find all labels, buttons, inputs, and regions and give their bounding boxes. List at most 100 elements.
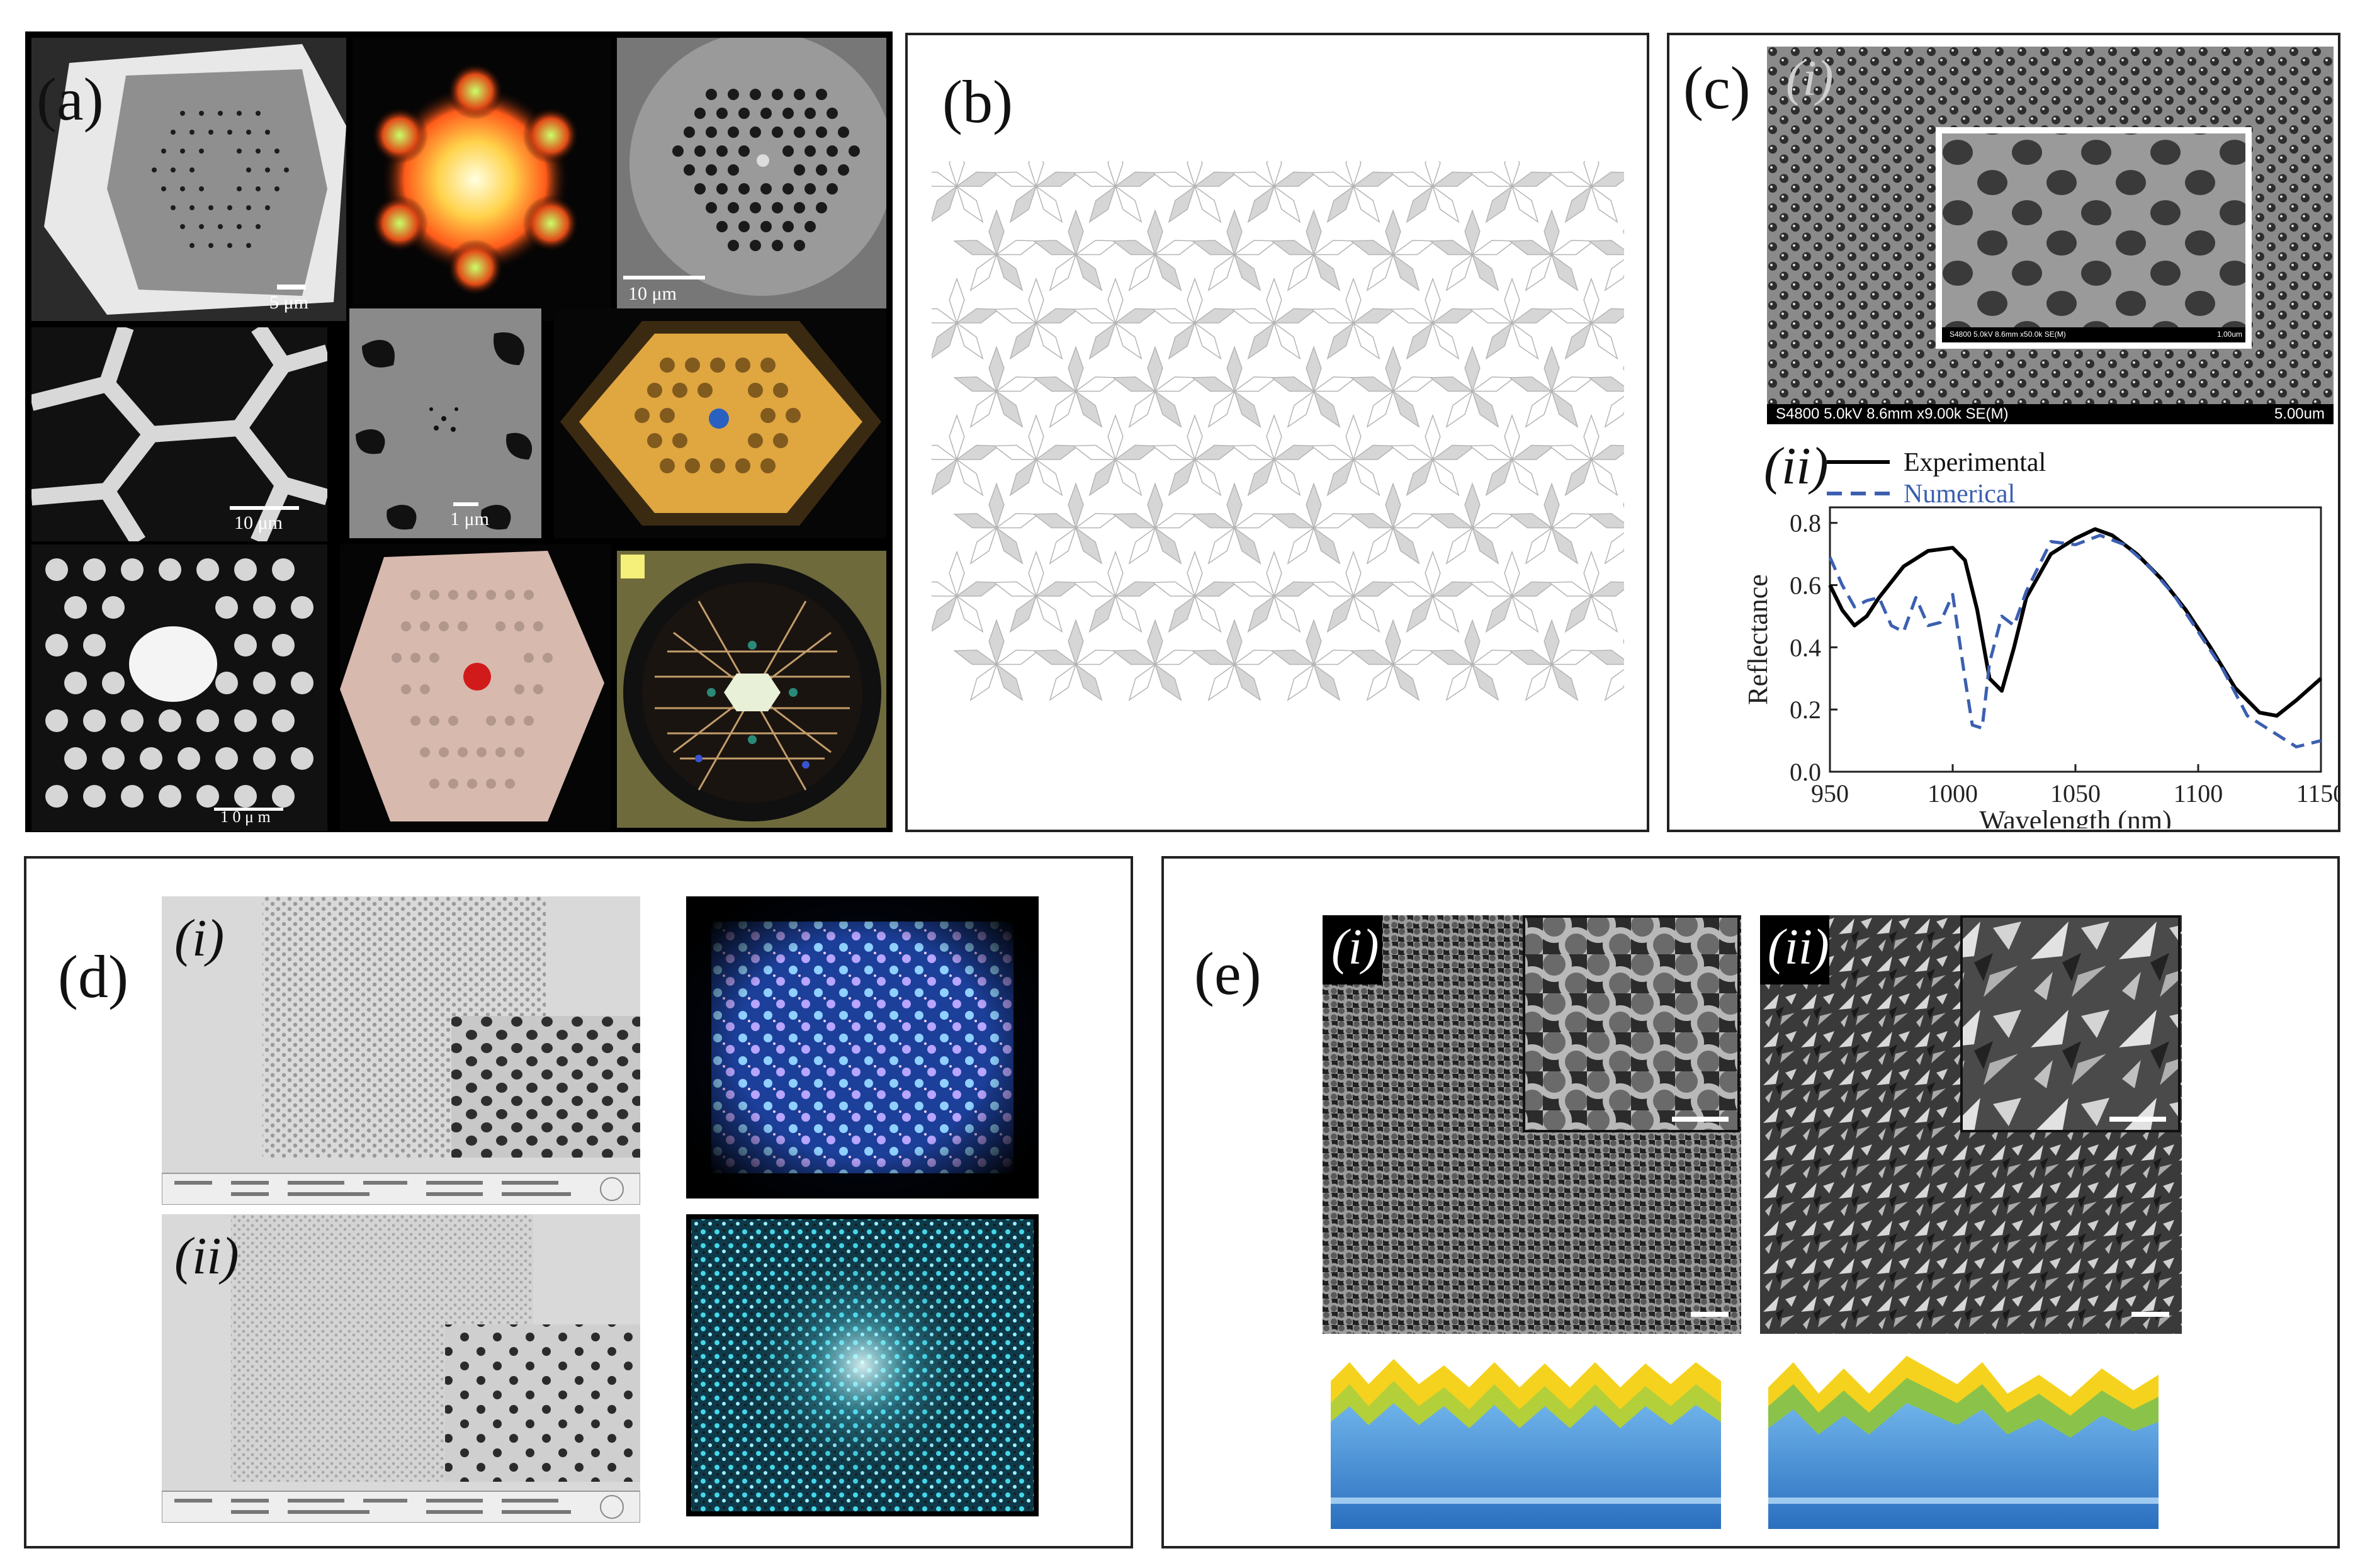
diffraction-image-d-i bbox=[686, 896, 1039, 1199]
x-tick-label: 1000 bbox=[1928, 779, 1978, 808]
rhombus-tile bbox=[1310, 171, 1355, 187]
rhombus-tile bbox=[993, 308, 1038, 324]
inset-info-bar: S4800 5.0kV 8.6mm x50.0k SE(M) bbox=[1950, 330, 2066, 339]
rhombus-tile bbox=[1306, 209, 1322, 256]
rhombus-tile bbox=[1273, 595, 1301, 633]
rhombus-tile bbox=[1366, 526, 1394, 565]
rhombus-tile bbox=[1511, 322, 1539, 360]
rhombus-tile bbox=[1550, 650, 1595, 665]
panel-label-a: (a) bbox=[37, 65, 104, 133]
rhombus-tile bbox=[1194, 595, 1222, 633]
rhombus-tile bbox=[1270, 376, 1316, 392]
sem-e-i-graphic bbox=[1323, 915, 1741, 1334]
rhombus-tile bbox=[1352, 171, 1397, 187]
rhombus-tile bbox=[1385, 346, 1401, 393]
rhombus-tile bbox=[1312, 240, 1357, 256]
hex-bandgap-graphic bbox=[554, 308, 886, 538]
rhombus-tile bbox=[1389, 444, 1435, 460]
rhombus-tile bbox=[1247, 322, 1275, 360]
x-axis-label: Wavelength (nm) bbox=[1979, 805, 2172, 828]
mode-profile-image bbox=[353, 38, 611, 321]
layer-diagram-e-i bbox=[1331, 1359, 1721, 1529]
rhombus-tile bbox=[1548, 581, 1593, 597]
rhombus-tile bbox=[1114, 185, 1143, 223]
rhombus-tile bbox=[1392, 253, 1420, 291]
rhombus-tile bbox=[988, 482, 1005, 529]
suspended-core-image: 1 μm bbox=[349, 308, 541, 538]
rhombus-tile bbox=[1233, 390, 1262, 428]
rhombus-tile bbox=[1114, 595, 1143, 633]
rhombus-tile bbox=[1392, 663, 1420, 701]
rhombus-tile bbox=[1270, 240, 1316, 256]
rhombus-tile bbox=[1352, 581, 1397, 597]
rhombus-tile bbox=[1564, 458, 1593, 497]
sem-d-ii-graphic bbox=[162, 1214, 640, 1523]
rhombus-tile bbox=[1266, 161, 1282, 188]
rhombus-tile bbox=[995, 513, 1040, 529]
rhombus-tile bbox=[1233, 253, 1262, 291]
rhombus-tile bbox=[1187, 161, 1203, 188]
rhombus-tile bbox=[1233, 376, 1278, 392]
rhombus-tile bbox=[1366, 663, 1394, 701]
rhombus-tile bbox=[1350, 240, 1395, 256]
rhombus-tile bbox=[1075, 253, 1103, 291]
rhombus-tile bbox=[1168, 185, 1196, 223]
rhombus-tile bbox=[1590, 322, 1618, 360]
rhombus-tile bbox=[1009, 458, 1037, 497]
rhombus-tile bbox=[1154, 253, 1182, 291]
rhombus-tile bbox=[988, 619, 1005, 666]
x-tick-label: 950 bbox=[1811, 779, 1849, 808]
rhombus-tile bbox=[1068, 482, 1084, 529]
panel-label-c: (c) bbox=[1683, 54, 1751, 121]
sub-label-d-ii: (ii) bbox=[174, 1227, 239, 1285]
rhombus-tile bbox=[1266, 277, 1282, 325]
rhombus-tile bbox=[1431, 171, 1476, 187]
plot-frame bbox=[1829, 506, 2322, 773]
rhombus-tile bbox=[1191, 240, 1236, 256]
rhombus-tile bbox=[1312, 253, 1341, 291]
rhombus-tile bbox=[932, 185, 958, 222]
rhombus-tile bbox=[1114, 171, 1159, 187]
rhombus-tile bbox=[1147, 619, 1163, 666]
rhombus-tile bbox=[1193, 171, 1238, 187]
rhombus-tile bbox=[949, 414, 965, 461]
rhombus-tile bbox=[1068, 346, 1084, 393]
rhombus-tile bbox=[1406, 595, 1434, 633]
x-tick-label: 1100 bbox=[2174, 779, 2223, 808]
rhombus-tile bbox=[1583, 161, 1600, 188]
rhombus-tile bbox=[1272, 171, 1318, 187]
rhombus-tile bbox=[1035, 185, 1063, 223]
rhombus-tile bbox=[953, 650, 998, 665]
rhombus-tile bbox=[1049, 663, 1077, 701]
rhombus-tile bbox=[1207, 663, 1236, 701]
rhombus-tile bbox=[1107, 161, 1124, 188]
hex-fiber-graphic bbox=[31, 38, 346, 321]
rhombus-tile bbox=[956, 322, 984, 360]
rhombus-tile bbox=[969, 253, 998, 291]
rhombus-tile bbox=[1590, 185, 1618, 223]
rhombus-tile bbox=[1312, 376, 1357, 392]
rhombus-tile bbox=[1564, 185, 1593, 223]
sem-d-i-graphic bbox=[162, 896, 640, 1205]
rhombus-tile bbox=[1247, 595, 1275, 633]
layer-diagram-e-ii bbox=[1768, 1356, 2159, 1529]
rhombus-tile bbox=[932, 581, 959, 597]
rhombus-tile bbox=[1406, 458, 1434, 497]
rhombus-tile bbox=[1128, 253, 1156, 291]
rhombus-tile bbox=[1623, 228, 1624, 235]
rhombus-tile bbox=[1075, 390, 1103, 428]
rhombus-tile bbox=[1049, 253, 1077, 291]
sub-label-d-i: (i) bbox=[174, 909, 225, 967]
scale-bar bbox=[277, 285, 306, 290]
sem-info-bar: S4800 5.0kV 8.6mm x9.00k SE(M) bbox=[1776, 405, 2009, 422]
rhombus-tile bbox=[1034, 171, 1080, 187]
rhombus-tile bbox=[1431, 581, 1476, 597]
rhombus-tile bbox=[1306, 619, 1322, 666]
rhombus-tile bbox=[995, 376, 1040, 392]
rhombus-tile bbox=[995, 663, 1024, 701]
rhombus-tile bbox=[1168, 322, 1196, 360]
rhombus-tile bbox=[1589, 444, 1624, 460]
rhombus-tile bbox=[1112, 376, 1157, 392]
rhombus-tile bbox=[1589, 171, 1624, 187]
rhombus-tile bbox=[1112, 650, 1157, 665]
